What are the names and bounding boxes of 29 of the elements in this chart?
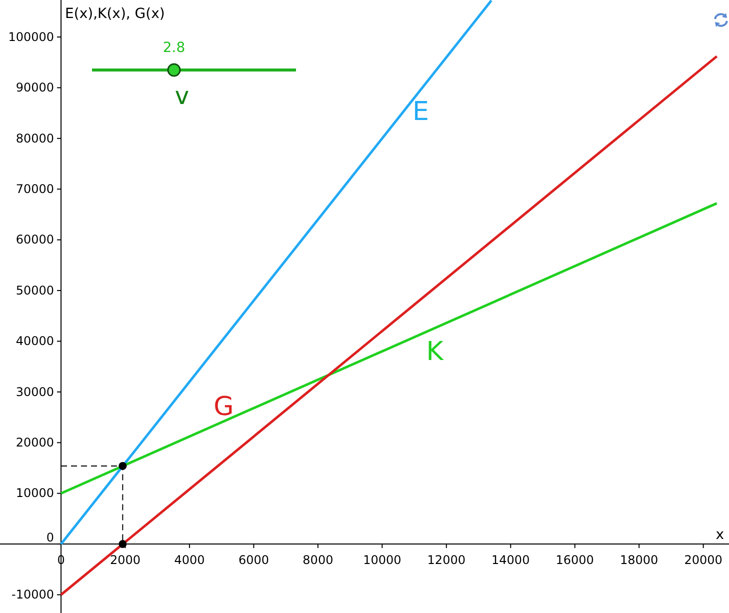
y-tick-label: 80000 [16,131,54,146]
x-tick-label: 4000 [174,553,205,568]
x-tick-label: 16000 [556,553,594,568]
x-tick-label: 14000 [492,553,530,568]
x-tick-label: 12000 [427,553,466,568]
y-axis-title: E(x),K(x), G(x) [65,6,165,22]
y-tick-label: 0 [46,530,54,545]
x-tick-label: 6000 [238,553,269,568]
annotation: v [174,82,190,110]
y-tick-label: 10000 [16,486,54,500]
y-tick-label: -10000 [12,588,54,602]
x-tick-label: 20000 [684,553,722,568]
y-tick-label: 20000 [16,435,54,450]
y-tick-label: 90000 [16,80,54,95]
y-tick-label: 100000 [8,30,54,44]
series-label: E [412,97,429,128]
y-tick-label: 70000 [16,182,54,196]
series-label: G [214,392,234,422]
series-label: K [426,337,444,368]
y-tick-label: 40000 [16,334,54,348]
x-tick-label: 18000 [620,553,658,568]
annotation: 2.8 [162,40,186,56]
x-axis-title: x [716,527,724,544]
y-tick-label: 30000 [16,384,54,399]
y-tick-label: 60000 [16,232,54,247]
x-tick-label: 2000 [110,553,141,568]
x-tick-label: 10000 [363,553,402,568]
x-tick-label: 8000 [302,553,334,568]
y-tick-label: 50000 [16,283,54,298]
